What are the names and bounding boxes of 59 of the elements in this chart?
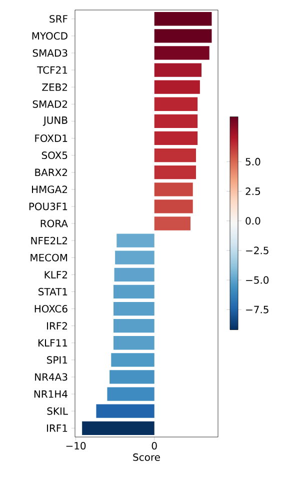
color-bar-label: −5.0	[246, 276, 269, 284]
bar	[114, 302, 154, 316]
bar	[154, 63, 202, 77]
y-tick-label: NR4A3	[35, 373, 68, 381]
y-tick-label: JUNB	[42, 116, 68, 126]
bar	[82, 421, 154, 435]
bar	[154, 97, 198, 111]
y-tick-label: KLF2	[44, 270, 67, 278]
y-tick-label: NR1H4	[34, 390, 68, 398]
color-bar-label: −7.5	[246, 306, 268, 314]
x-tick-label: 0	[152, 442, 157, 450]
bar	[154, 200, 193, 214]
bar	[114, 284, 154, 299]
y-tick-label: TCF21	[37, 66, 68, 74]
y-tick-label: BARX2	[35, 168, 67, 176]
bar	[154, 131, 198, 146]
x-axis-title: Score	[133, 453, 160, 461]
y-tick-label: STAT1	[38, 288, 68, 296]
bar	[115, 250, 154, 264]
bar	[110, 370, 154, 384]
bar	[116, 234, 154, 248]
y-tick-label: IRF2	[47, 322, 67, 330]
x-tick-label: −10	[66, 442, 86, 450]
bar	[114, 268, 154, 282]
bar	[114, 336, 154, 350]
bar	[154, 114, 198, 128]
bar	[154, 216, 190, 230]
bar	[114, 319, 154, 333]
bar	[154, 12, 212, 26]
bar	[107, 387, 154, 401]
y-tick-label: SRF	[50, 15, 68, 23]
color-bar-label: 5.0	[246, 158, 260, 166]
y-tick-label: SKIL	[47, 407, 68, 415]
y-tick-label: KLF11	[38, 339, 68, 347]
color-bar-label: −2.5	[246, 246, 268, 254]
y-tick-label: IRF1	[47, 424, 68, 432]
bar	[154, 80, 200, 94]
y-tick-label: SMAD3	[32, 49, 68, 57]
y-tick-label: SOX5	[42, 152, 68, 160]
bar	[154, 166, 196, 180]
y-tick-label: SPI1	[47, 356, 68, 364]
y-tick-label: SMAD2	[32, 100, 67, 108]
y-tick-label: NFE2L2	[31, 236, 67, 244]
bar	[111, 353, 154, 367]
bar	[96, 404, 154, 418]
y-tick-label: HOXC6	[34, 304, 68, 313]
color-bar-label: 0.0	[246, 217, 260, 225]
y-tick-label: RORA	[40, 220, 68, 228]
y-tick-label: MYOCD	[32, 32, 68, 40]
bar	[154, 148, 196, 162]
bar	[154, 46, 210, 60]
bar	[154, 29, 212, 43]
y-tick-label: POU3F1	[29, 202, 68, 210]
y-tick-label: HMGA2	[32, 186, 67, 194]
color-bar-label: 2.5	[246, 188, 260, 196]
y-tick-label: ZEB2	[42, 83, 67, 91]
bar	[154, 182, 193, 196]
y-tick-label: FOXD1	[35, 134, 68, 142]
y-tick-label: MECOM	[30, 254, 68, 262]
